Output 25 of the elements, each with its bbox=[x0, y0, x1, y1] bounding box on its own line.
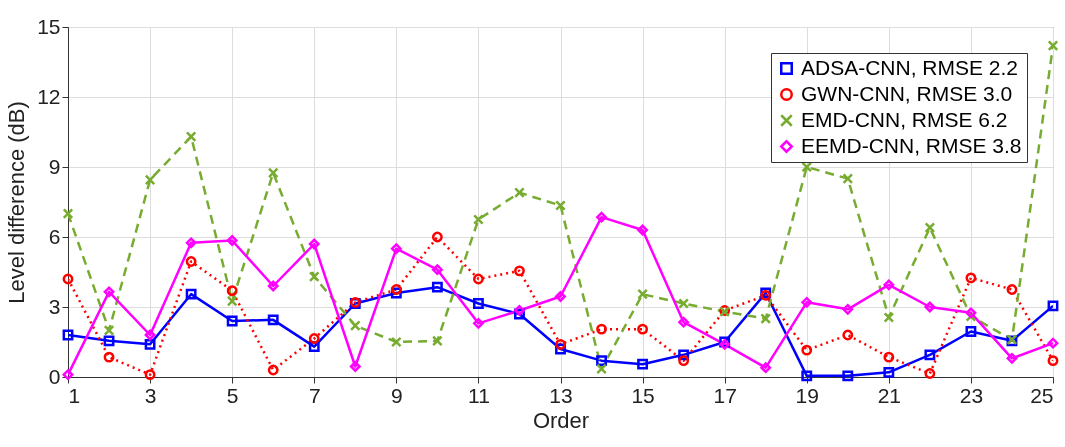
x-tick-label: 11 bbox=[468, 383, 490, 407]
x-tick-label: 9 bbox=[390, 383, 403, 407]
x-tick-label: 21 bbox=[877, 383, 902, 407]
x-tick-label: 1 bbox=[68, 383, 81, 407]
x-tick-label: 25 bbox=[1030, 383, 1054, 407]
y-tick-label: 12 bbox=[37, 84, 61, 108]
x-tick-label: 15 bbox=[631, 383, 655, 407]
x-tick-label: 19 bbox=[795, 383, 819, 407]
y-tick-label: 0 bbox=[48, 364, 61, 388]
legend-label: EEMD-CNN, RMSE 3.8 bbox=[801, 133, 1022, 157]
x-tick-label: 23 bbox=[959, 383, 984, 407]
x-axis-title: Order bbox=[532, 407, 590, 433]
y-tick-label: 6 bbox=[48, 224, 61, 248]
x-tick-label: 13 bbox=[549, 383, 573, 407]
y-tick-label: 9 bbox=[48, 154, 61, 178]
legend-label: ADSA-CNN, RMSE 2.2 bbox=[801, 55, 1019, 79]
y-tick-label: 3 bbox=[48, 294, 61, 318]
x-tick-label: 3 bbox=[144, 383, 157, 407]
y-tick-label: 15 bbox=[37, 14, 61, 38]
y-axis-title: Level difference (dB) bbox=[4, 101, 30, 304]
x-tick-label: 7 bbox=[308, 383, 321, 407]
x-tick-label: 5 bbox=[226, 383, 239, 407]
x-tick-label: 17 bbox=[713, 383, 737, 407]
legend-label: EMD-CNN, RMSE 6.2 bbox=[801, 107, 1008, 131]
legend-label: GWN-CNN, RMSE 3.0 bbox=[801, 81, 1013, 105]
